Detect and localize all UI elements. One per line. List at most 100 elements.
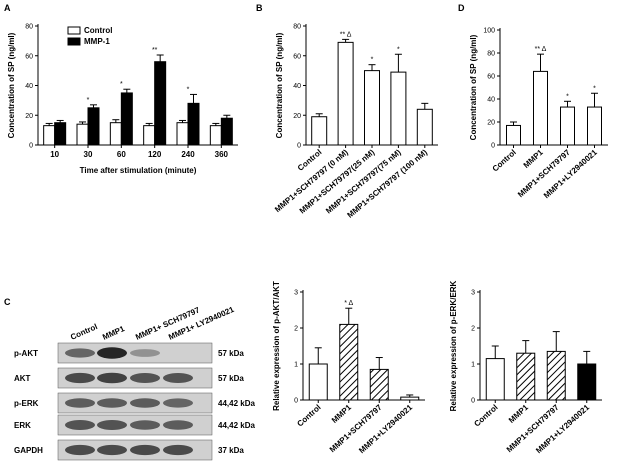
bar <box>143 125 156 146</box>
y-tick-label: 0 <box>294 398 298 405</box>
bar <box>416 108 433 146</box>
y-tick-label: 1 <box>471 362 475 369</box>
bar <box>506 124 521 146</box>
blot-row-label: GAPDH <box>14 446 43 455</box>
y-tick-label: 100 <box>483 28 495 35</box>
blot-row-label: ERK <box>14 421 31 430</box>
significance-mark: ** Δ <box>340 31 352 38</box>
bar <box>308 363 328 401</box>
blot-size-label: 57 kDa <box>218 374 244 383</box>
x-tick-label: MMP1+SCH79797 <box>505 402 561 454</box>
blot-band <box>65 348 95 358</box>
y-axis-label: Relative expression of p-AKT/AKT <box>272 281 281 411</box>
chart-panel-erk: 0 1 2 3 Relative expression of p-ERK/ERK Cont… <box>449 280 602 455</box>
lane-label: MMP1 <box>101 324 126 342</box>
x-tick-label: Control <box>491 148 518 174</box>
blot-band <box>97 420 127 430</box>
bar <box>560 106 575 146</box>
bar <box>485 358 505 401</box>
y-tick-label: 80 <box>25 24 33 31</box>
bar <box>577 363 597 401</box>
significance-mark: * <box>397 46 400 53</box>
blot-row-label: p-AKT <box>14 349 38 358</box>
y-axis-label: Concentration of SP (ng/ml) <box>275 32 284 138</box>
bar <box>76 123 89 146</box>
significance-mark: ** Δ <box>535 46 547 53</box>
y-tick-label: 40 <box>25 83 33 90</box>
x-tick-label: MMP1+LY2940021 <box>357 402 414 455</box>
x-tick-label: 360 <box>215 150 229 159</box>
bar <box>587 106 602 146</box>
panel-label-d: D <box>458 3 465 13</box>
blot-size-label: 37 kDa <box>218 446 244 455</box>
bar <box>369 368 389 401</box>
bar <box>209 125 222 146</box>
x-tick-label: MMP1+SCH79797 <box>328 402 384 454</box>
blot-band <box>163 420 193 430</box>
blot-band <box>163 398 193 408</box>
legend-swatch <box>67 26 81 35</box>
bar <box>516 352 536 401</box>
x-tick-label: 120 <box>148 150 162 159</box>
blot-band <box>163 373 193 383</box>
bar <box>187 102 200 146</box>
legend-swatch <box>67 37 81 46</box>
y-tick-label: 0 <box>471 398 475 405</box>
bar <box>154 61 167 146</box>
y-tick-label: 20 <box>293 113 301 120</box>
significance-mark: * <box>187 86 190 93</box>
y-tick-label: 3 <box>471 290 475 297</box>
y-tick-label: 60 <box>293 53 301 60</box>
bar <box>120 92 133 146</box>
y-tick-label: 20 <box>25 113 33 120</box>
significance-mark: * <box>593 85 596 92</box>
y-tick-label: 60 <box>487 74 495 81</box>
bar <box>546 350 566 401</box>
chart-panel-d: 0 20 40 60 80 100 Concentration of SP (ng/ml) C… <box>469 28 608 200</box>
significance-mark: * <box>120 81 123 88</box>
bar <box>339 323 359 401</box>
bar <box>109 122 122 146</box>
blot-band <box>65 398 95 408</box>
blot-band <box>65 372 95 384</box>
bar <box>220 117 233 146</box>
y-axis-label: Relative expression of p-ERK/ERK <box>449 280 458 411</box>
blot-band <box>163 444 193 456</box>
x-tick-label: MMP1 <box>522 147 546 170</box>
x-tick-label: MMP1+LY2940021 <box>534 402 591 455</box>
x-tick-label: 10 <box>50 150 59 159</box>
y-tick-label: 80 <box>487 51 495 58</box>
y-tick-label: 1 <box>294 362 298 369</box>
x-tick-label: Control <box>472 403 499 429</box>
x-tick-label: MMP1 <box>507 402 531 425</box>
blot-row-label: AKT <box>14 374 31 383</box>
y-tick-label: 60 <box>25 53 33 60</box>
bar <box>311 116 328 146</box>
bar <box>87 107 100 146</box>
bar <box>400 396 420 401</box>
bar <box>533 70 548 146</box>
significance-mark: ** <box>152 47 158 54</box>
blot-size-label: 57 kDa <box>218 349 244 358</box>
blot-band <box>97 372 127 384</box>
y-tick-label: 0 <box>491 143 495 150</box>
blot-band <box>130 398 160 408</box>
panel-label-c: C <box>4 297 11 307</box>
legend-label: Control <box>84 26 112 35</box>
x-tick-label: MMP1 <box>330 402 354 425</box>
legend-label: MMP-1 <box>84 37 110 46</box>
x-tick-label: 30 <box>84 150 93 159</box>
y-tick-label: 2 <box>471 326 475 333</box>
significance-mark: * <box>566 93 569 100</box>
panel-label-b: B <box>256 3 263 13</box>
x-tick-label: Control <box>295 403 322 429</box>
blot-band <box>65 420 95 430</box>
y-tick-label: 0 <box>297 143 301 150</box>
x-tick-label: 240 <box>181 150 195 159</box>
significance-mark: * <box>87 97 90 104</box>
x-tick-label: 60 <box>117 150 126 159</box>
blot-band <box>65 444 95 456</box>
